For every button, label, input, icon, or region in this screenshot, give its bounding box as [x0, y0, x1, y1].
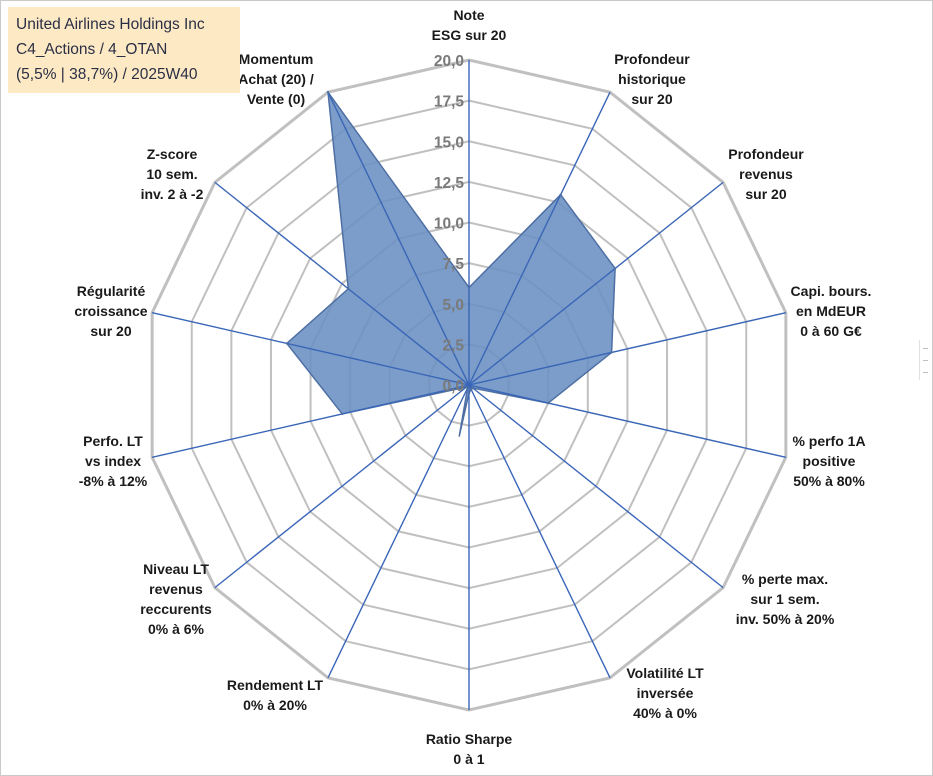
axis-label: 40% à 0% [633, 705, 697, 721]
tick-label: 20,0 [434, 53, 464, 70]
axis-spoke [327, 91, 470, 386]
axis-label: sur 1 sem. [750, 591, 819, 607]
axis-label: % perfo 1A [792, 433, 865, 449]
axis-label: Profondeur [728, 146, 804, 162]
data-point [469, 388, 473, 391]
axis-spoke [151, 384, 470, 459]
tick-label: 2,5 [442, 337, 464, 354]
axis-label: Perfo. LT [83, 433, 143, 449]
axis-label: reccurents [140, 601, 212, 617]
axis-label: 50% à 80% [793, 473, 865, 489]
axis-label: Achat (20) / [238, 71, 314, 87]
axis-label: inv. 2 à -2 [141, 186, 204, 202]
tick-label: 15,0 [434, 134, 464, 151]
axis-spoke [151, 311, 470, 386]
axis-spoke [468, 384, 611, 679]
axis-label: 0% à 20% [243, 697, 307, 713]
data-point [467, 286, 471, 289]
axis-label: Niveau LT [143, 561, 209, 577]
axis-label: historique [618, 71, 686, 87]
axis-label: Ratio Sharpe [426, 731, 513, 747]
axis-spoke [468, 384, 787, 459]
axis-spoke [468, 91, 611, 386]
axis-label: Capi. bours. [791, 283, 872, 299]
data-point [610, 351, 613, 354]
title-line-company: United Airlines Holdings Inc [16, 16, 205, 33]
tick-label: 17,5 [434, 94, 465, 111]
axis-label: 0 à 60 G€ [800, 323, 862, 339]
axis-label: Profondeur [614, 51, 690, 67]
axis-spoke [468, 384, 724, 589]
data-point [347, 287, 350, 290]
axis-label: vs index [85, 453, 141, 469]
title-box: United Airlines Holdings Inc C4_Actions … [8, 7, 240, 93]
axis-label: revenus [149, 581, 203, 597]
axis-label: Z-score [147, 146, 198, 162]
tick-label: 7,5 [442, 256, 464, 273]
data-point [465, 385, 468, 389]
data-point [341, 412, 344, 416]
axis-label: Volatilité LT [626, 665, 704, 681]
axis-spoke [327, 384, 470, 679]
axis-label: croissance [74, 303, 147, 319]
axis-label: inversée [637, 685, 694, 701]
scrollbar-marker[interactable] [919, 340, 932, 380]
axis-label: Note [453, 7, 484, 23]
axis-label: 10 sem. [146, 166, 197, 182]
axis-label: ESG sur 20 [432, 27, 507, 43]
axis-label: sur 20 [631, 91, 672, 107]
axis-label: % perte max. [742, 571, 828, 587]
tick-label: 0,0 [442, 378, 464, 395]
data-point [559, 193, 562, 196]
axis-label: Rendement LT [227, 677, 324, 693]
axis-spoke [468, 181, 724, 386]
data-point [471, 386, 475, 390]
axis-spoke [214, 384, 470, 589]
tick-label: 12,5 [434, 175, 465, 192]
axis-label: sur 20 [745, 186, 786, 202]
axis-label: inv. 50% à 20% [736, 611, 835, 627]
axis-label: 0% à 6% [148, 621, 205, 637]
tick-label: 10,0 [434, 216, 464, 233]
data-point [326, 90, 330, 94]
data-point [285, 342, 289, 345]
axis-label: Vente (0) [247, 91, 305, 107]
axis-label: revenus [739, 166, 793, 182]
data-point [547, 401, 550, 405]
axis-label: sur 20 [90, 323, 131, 339]
axis-label: 0 à 1 [453, 751, 484, 767]
scroll-tick [923, 348, 928, 349]
title-line-category: C4_Actions / 4_OTAN [16, 41, 168, 58]
data-point [467, 391, 471, 395]
axis-spoke [468, 311, 787, 386]
axis-label: -8% à 12% [79, 473, 148, 489]
axis-label: en MdEUR [796, 303, 866, 319]
scroll-tick [923, 360, 928, 361]
data-point [613, 267, 617, 270]
axis-label: positive [803, 453, 856, 469]
axis-spoke [214, 181, 470, 386]
title-line-period: (5,5% | 38,7%) / 2025W40 [16, 66, 198, 83]
tick-label: 5,0 [442, 297, 464, 314]
axis-label: Momentum [239, 51, 314, 67]
axis-label: Régularité [77, 283, 146, 299]
scroll-tick [923, 372, 928, 373]
